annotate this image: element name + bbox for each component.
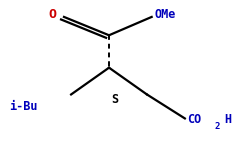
Text: 2: 2 [214, 122, 220, 131]
Text: S: S [111, 93, 118, 106]
Text: H: H [224, 113, 231, 126]
Text: CO: CO [187, 113, 201, 126]
Text: OMe: OMe [154, 8, 175, 21]
Text: O: O [48, 8, 56, 21]
Text: i-Bu: i-Bu [9, 100, 38, 113]
